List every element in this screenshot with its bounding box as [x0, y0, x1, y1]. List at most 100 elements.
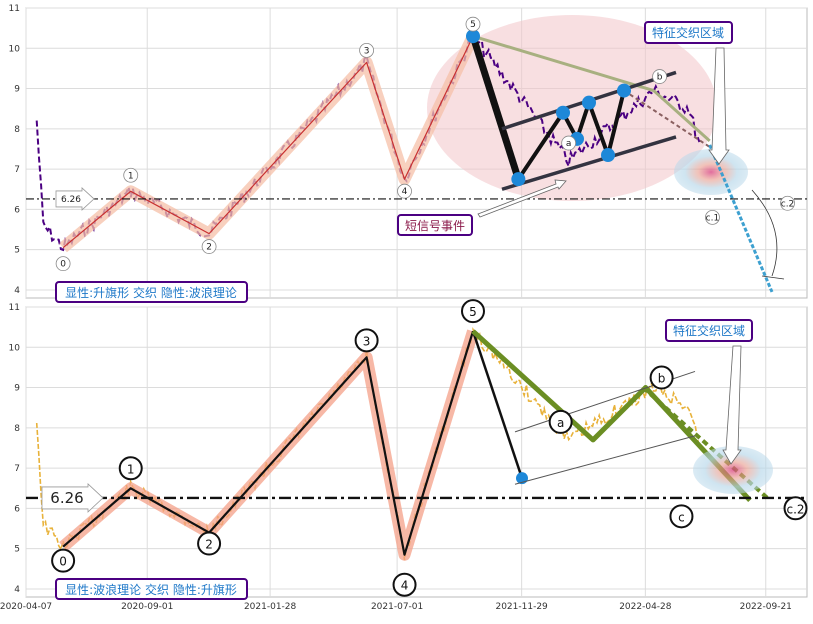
- bot-wave-label-text: 0: [59, 555, 67, 569]
- top-ytick-label: 8: [14, 125, 20, 135]
- top-wave-label-text: c.2: [781, 199, 795, 209]
- bottom-summary-text: 显性:波浪理论 交织 隐性:升旗形: [65, 582, 237, 597]
- top-feature-zone-text: 特征交织区域: [652, 25, 724, 40]
- bottom-summary-box: 显性:波浪理论 交织 隐性:升旗形: [55, 578, 248, 600]
- top-feature-zone: [674, 149, 748, 195]
- top-channel-lower: [501, 135, 677, 191]
- bot-ytick-label: 9: [14, 384, 20, 394]
- top-pivot-marker: [582, 95, 596, 110]
- top-wave-label-text: c.1: [706, 213, 720, 223]
- top-forecast-tick: [761, 275, 785, 280]
- top-summary-box: 显性:升旗形 交织 隐性:波浪理论: [55, 281, 248, 303]
- top-reference-value: 6.26: [61, 195, 81, 205]
- top-ytick-label: 5: [14, 246, 20, 256]
- x-tick-label: 2021-01-28: [244, 602, 297, 612]
- top-wave-label-text: b: [657, 73, 663, 83]
- top-signal-callout: 短信号事件: [397, 179, 567, 236]
- top-summary-text: 显性:升旗形 交织 隐性:波浪理论: [65, 285, 237, 300]
- top-wave-labels: 0 1 2 3 4 5 a b c.1 c.2: [55, 16, 795, 272]
- bottom-feature-zone-text: 特征交织区域: [673, 323, 745, 338]
- bot-wave-label-text: 3: [363, 334, 371, 348]
- top-wave-label-text: 0: [60, 260, 66, 270]
- bot-wave-label-text: c: [678, 510, 685, 524]
- top-ytick-label: 9: [14, 85, 20, 95]
- bot-wave-label-circle: [460, 299, 485, 324]
- bot-wave-label-circle: [783, 496, 808, 521]
- top-pivot-marker: [511, 172, 526, 187]
- x-tick-label: 2020-04-07: [0, 602, 52, 612]
- x-tick-label: 2022-04-28: [619, 602, 672, 612]
- top-forecast-line: [708, 144, 774, 293]
- bot-ytick-label: 6: [14, 504, 20, 514]
- top-wave-label-circle: [705, 209, 720, 225]
- top-flag-zigzag: [516, 90, 626, 181]
- top-pivot-marker: [617, 83, 631, 98]
- top-wave-label-circle: [465, 16, 481, 32]
- bot-wave-label-circle: [392, 572, 417, 597]
- bot-wave-label-circle: [118, 456, 143, 481]
- top-ytick-label: 11: [9, 4, 20, 14]
- bot-wave-label-text: 5: [469, 305, 477, 319]
- top-signal-text: 短信号事件: [405, 219, 465, 233]
- bot-ytick-label: 10: [9, 343, 21, 353]
- bottom-impulse-drop: [471, 330, 524, 479]
- top-forecast-arc: [751, 189, 778, 277]
- top-wave-label-circle: [561, 135, 577, 151]
- top-wave-label-text: 1: [128, 171, 134, 181]
- bot-wave-label-text: 2: [205, 538, 213, 552]
- bot-wave-label-circle: [197, 531, 222, 556]
- top-wave-label-circle: [123, 167, 139, 183]
- top-c-decline: [623, 89, 711, 148]
- bot-wave-label-text: a: [557, 416, 564, 430]
- bot-ytick-label: 7: [14, 464, 20, 474]
- top-wave-label-text: a: [566, 139, 572, 149]
- bottom-reference-label: 6.26: [41, 482, 104, 513]
- x-tick-label: 2021-07-01: [371, 602, 423, 612]
- top-wave-label-circle: [359, 42, 375, 58]
- bottom-channel-lower: [514, 435, 696, 485]
- top-wave-path: [62, 35, 474, 249]
- top-ytick-label: 10: [9, 44, 21, 54]
- bot-wave-label-circle: [51, 548, 76, 573]
- bot-ytick-label: 4: [14, 585, 20, 595]
- top-impulse-drop: [469, 35, 522, 181]
- top-wave-label-text: 5: [470, 20, 476, 30]
- top-retrace-line-2: [652, 89, 711, 143]
- top-reference-label: 6.26: [55, 187, 95, 211]
- top-reference-arrow: [55, 187, 95, 211]
- top-panel: 4 5 6 7 8 9 10 11 6.26 0 1 2 3 4 5 a b c.1 c.2 特征交织区域 短信…: [9, 4, 808, 303]
- top-wave-label-circle: [652, 69, 668, 84]
- bottom-price-series: [35, 327, 701, 561]
- top-wave-label-text: 4: [402, 187, 408, 197]
- bottom-feature-zone: [693, 446, 773, 494]
- bot-reference-arrow: [41, 482, 104, 513]
- bot-wave-label-text: b: [658, 372, 666, 386]
- bot-reference-value: 6.26: [50, 489, 83, 507]
- bot-ytick-label: 5: [14, 545, 20, 555]
- bottom-feature-zone-callout: 特征交织区域: [665, 319, 753, 465]
- top-wave-label-circle: [55, 256, 71, 272]
- x-tick-label: 2022-09-21: [740, 602, 792, 612]
- bot-wave-label-circle: [649, 365, 674, 390]
- top-wave-label-text: 3: [364, 46, 370, 56]
- x-tick-label: 2021-11-29: [495, 602, 548, 612]
- top-wave-label-circle: [201, 239, 217, 254]
- top-ytick-label: 6: [14, 205, 20, 215]
- top-wave-label-circle: [780, 195, 795, 211]
- bot-wave-label-circle: [354, 328, 379, 353]
- bot-ytick-label: 8: [14, 424, 20, 434]
- top-retrace-line: [472, 34, 655, 93]
- top-pivot-marker: [601, 148, 615, 163]
- top-ytick-label: 7: [14, 165, 20, 175]
- bot-wave-label-text: 1: [127, 462, 135, 476]
- top-feature-zone-callout: 特征交织区域: [644, 21, 733, 165]
- bot-wave-label-text: c.2: [787, 502, 805, 516]
- top-pivot-marker: [465, 29, 480, 44]
- bot-ytick-label: 11: [9, 303, 20, 313]
- top-wave-label-text: 2: [206, 243, 212, 253]
- x-tick-label: 2020-09-01: [121, 602, 173, 612]
- top-pattern-zone: [427, 15, 717, 201]
